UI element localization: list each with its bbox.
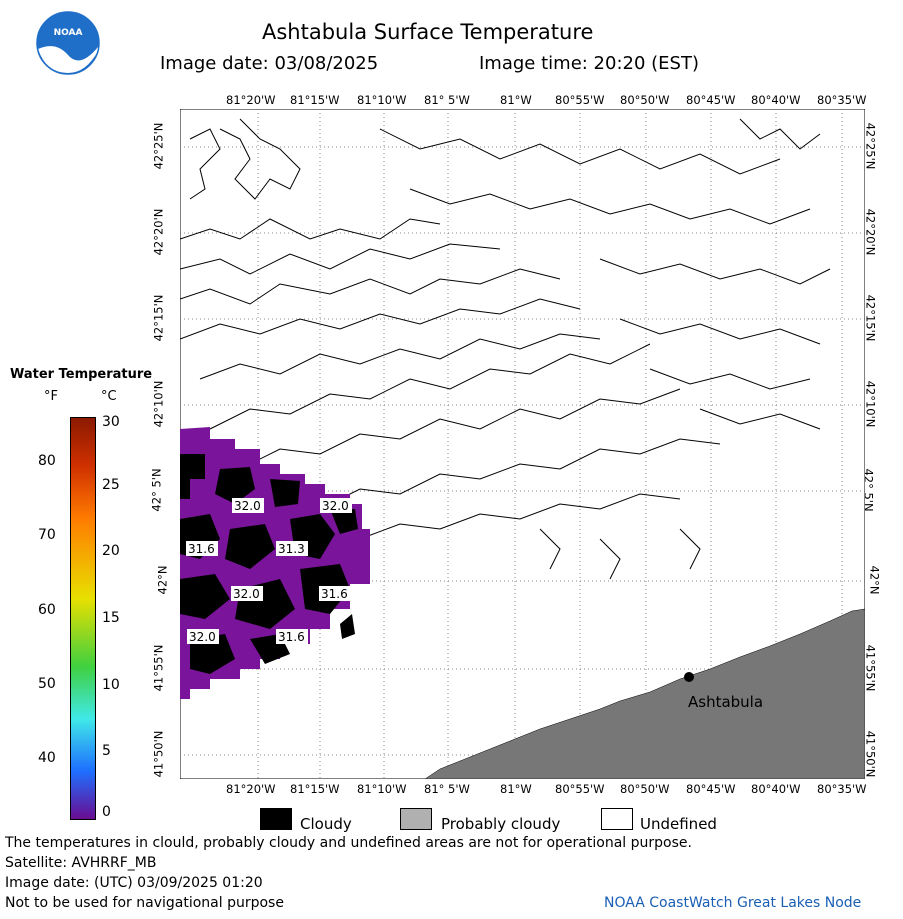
f-tick: 40 — [38, 750, 56, 766]
lat-label-right: 42°N — [867, 565, 882, 595]
lon-label-bottom: 80°45'W — [686, 782, 736, 796]
legend-colorbar — [70, 417, 96, 820]
lon-label-top: 81°10'W — [357, 93, 407, 107]
lon-label-top: 80°45'W — [686, 93, 736, 107]
cloudy-patches — [180, 454, 358, 674]
undefined-label: Undefined — [640, 815, 717, 833]
legend-title: Water Temperature — [10, 367, 153, 382]
lon-label-top: 81° 5'W — [424, 93, 470, 107]
lat-label-left: 41°55'N — [151, 644, 166, 692]
f-tick: 60 — [38, 602, 56, 618]
c-tick: 20 — [102, 543, 120, 559]
c-tick: 25 — [102, 477, 120, 493]
lon-label-bottom: 80°50'W — [620, 782, 670, 796]
f-tick: 70 — [38, 527, 56, 543]
lon-label-top: 80°40'W — [751, 93, 801, 107]
map-panel: Ashtabula 32.0 32.0 31.6 31.3 32.0 31.6 … — [180, 109, 865, 779]
ashtabula-marker — [684, 672, 694, 682]
land-shore — [424, 608, 865, 779]
map-title: Ashtabula Surface Temperature — [262, 20, 594, 44]
cloudy-label: Cloudy — [300, 815, 352, 833]
probably-cloudy-label: Probably cloudy — [441, 815, 561, 833]
image-time: Image time: 20:20 (EST) — [479, 53, 699, 74]
lat-label-right: 42°10'N — [863, 380, 878, 428]
footer-utc-date: Image date: (UTC) 03/09/2025 01:20 — [5, 875, 263, 891]
lon-label-bottom: 80°40'W — [751, 782, 801, 796]
lon-label-bottom: 81° 5'W — [424, 782, 470, 796]
lat-label-left: 42°20'N — [151, 208, 166, 256]
f-tick: 50 — [38, 676, 56, 692]
lon-label-bottom: 81°10'W — [357, 782, 407, 796]
lat-label-right: 42° 5'N — [861, 468, 876, 512]
footer-credit: NOAA CoastWatch Great Lakes Node — [604, 895, 862, 911]
lat-label-right: 41°50'N — [863, 730, 878, 778]
lon-label-bottom: 80°35'W — [817, 782, 867, 796]
c-tick: 10 — [102, 677, 120, 693]
lat-label-left: 42°15'N — [151, 294, 166, 342]
c-tick: 0 — [102, 804, 111, 820]
lat-label-left: 42°25'N — [151, 122, 166, 170]
cloudy-swatch — [260, 808, 292, 830]
noaa-logo: NOAA — [36, 11, 100, 75]
undefined-swatch — [601, 808, 633, 830]
lat-label-right: 42°25'N — [863, 122, 878, 170]
c-tick: 15 — [102, 610, 120, 626]
f-tick: 80 — [38, 453, 56, 469]
lon-label-bottom: 81°20'W — [226, 782, 276, 796]
temp-label: 32.0 — [189, 630, 216, 644]
lat-label-left: 41°50'N — [151, 730, 166, 778]
lat-label-left: 42°10'N — [151, 380, 166, 428]
lat-label-left: 42°N — [155, 565, 170, 595]
probably-cloudy-swatch — [400, 808, 432, 830]
city-label: Ashtabula — [688, 693, 763, 711]
lon-label-bottom: 81°15'W — [290, 782, 340, 796]
lat-label-left: 42° 5'N — [149, 468, 164, 512]
legend-unit-f: °F — [44, 389, 58, 404]
footer-satellite: Satellite: AVHRRF_MB — [5, 855, 157, 871]
footer-nav-warning: Not to be used for navigational purpose — [5, 895, 284, 911]
footer-note: The temperatures in clould, probably clo… — [5, 835, 692, 851]
temp-label: 31.6 — [188, 542, 215, 556]
temp-label-group: 32.0 32.0 31.6 31.3 32.0 31.6 32.0 31.6 — [186, 498, 352, 644]
lon-label-bottom: 81°W — [500, 782, 532, 796]
temp-label: 32.0 — [233, 587, 260, 601]
temp-label: 31.3 — [278, 542, 305, 556]
c-tick: 30 — [102, 414, 120, 430]
c-tick: 5 — [102, 743, 111, 759]
logo-text: NOAA — [54, 28, 83, 38]
temp-label: 32.0 — [322, 499, 349, 513]
lon-label-top: 81°20'W — [226, 93, 276, 107]
lon-label-top: 81°W — [500, 93, 532, 107]
lat-label-right: 41°55'N — [863, 644, 878, 692]
contour-lines — [180, 118, 831, 580]
lon-label-bottom: 80°55'W — [555, 782, 605, 796]
temp-label: 31.6 — [321, 587, 348, 601]
lat-label-right: 42°15'N — [863, 294, 878, 342]
lon-label-top: 80°55'W — [555, 93, 605, 107]
lat-label-right: 42°20'N — [863, 208, 878, 256]
lon-label-top: 80°35'W — [817, 93, 867, 107]
image-date: Image date: 03/08/2025 — [160, 53, 379, 74]
lon-label-top: 80°50'W — [620, 93, 670, 107]
temp-label: 32.0 — [234, 499, 261, 513]
lon-label-top: 81°15'W — [290, 93, 340, 107]
temp-label: 31.6 — [278, 630, 305, 644]
legend-unit-c: °C — [101, 389, 117, 404]
